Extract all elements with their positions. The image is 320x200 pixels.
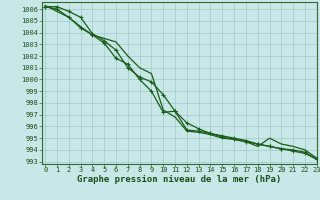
X-axis label: Graphe pression niveau de la mer (hPa): Graphe pression niveau de la mer (hPa) <box>77 175 281 184</box>
